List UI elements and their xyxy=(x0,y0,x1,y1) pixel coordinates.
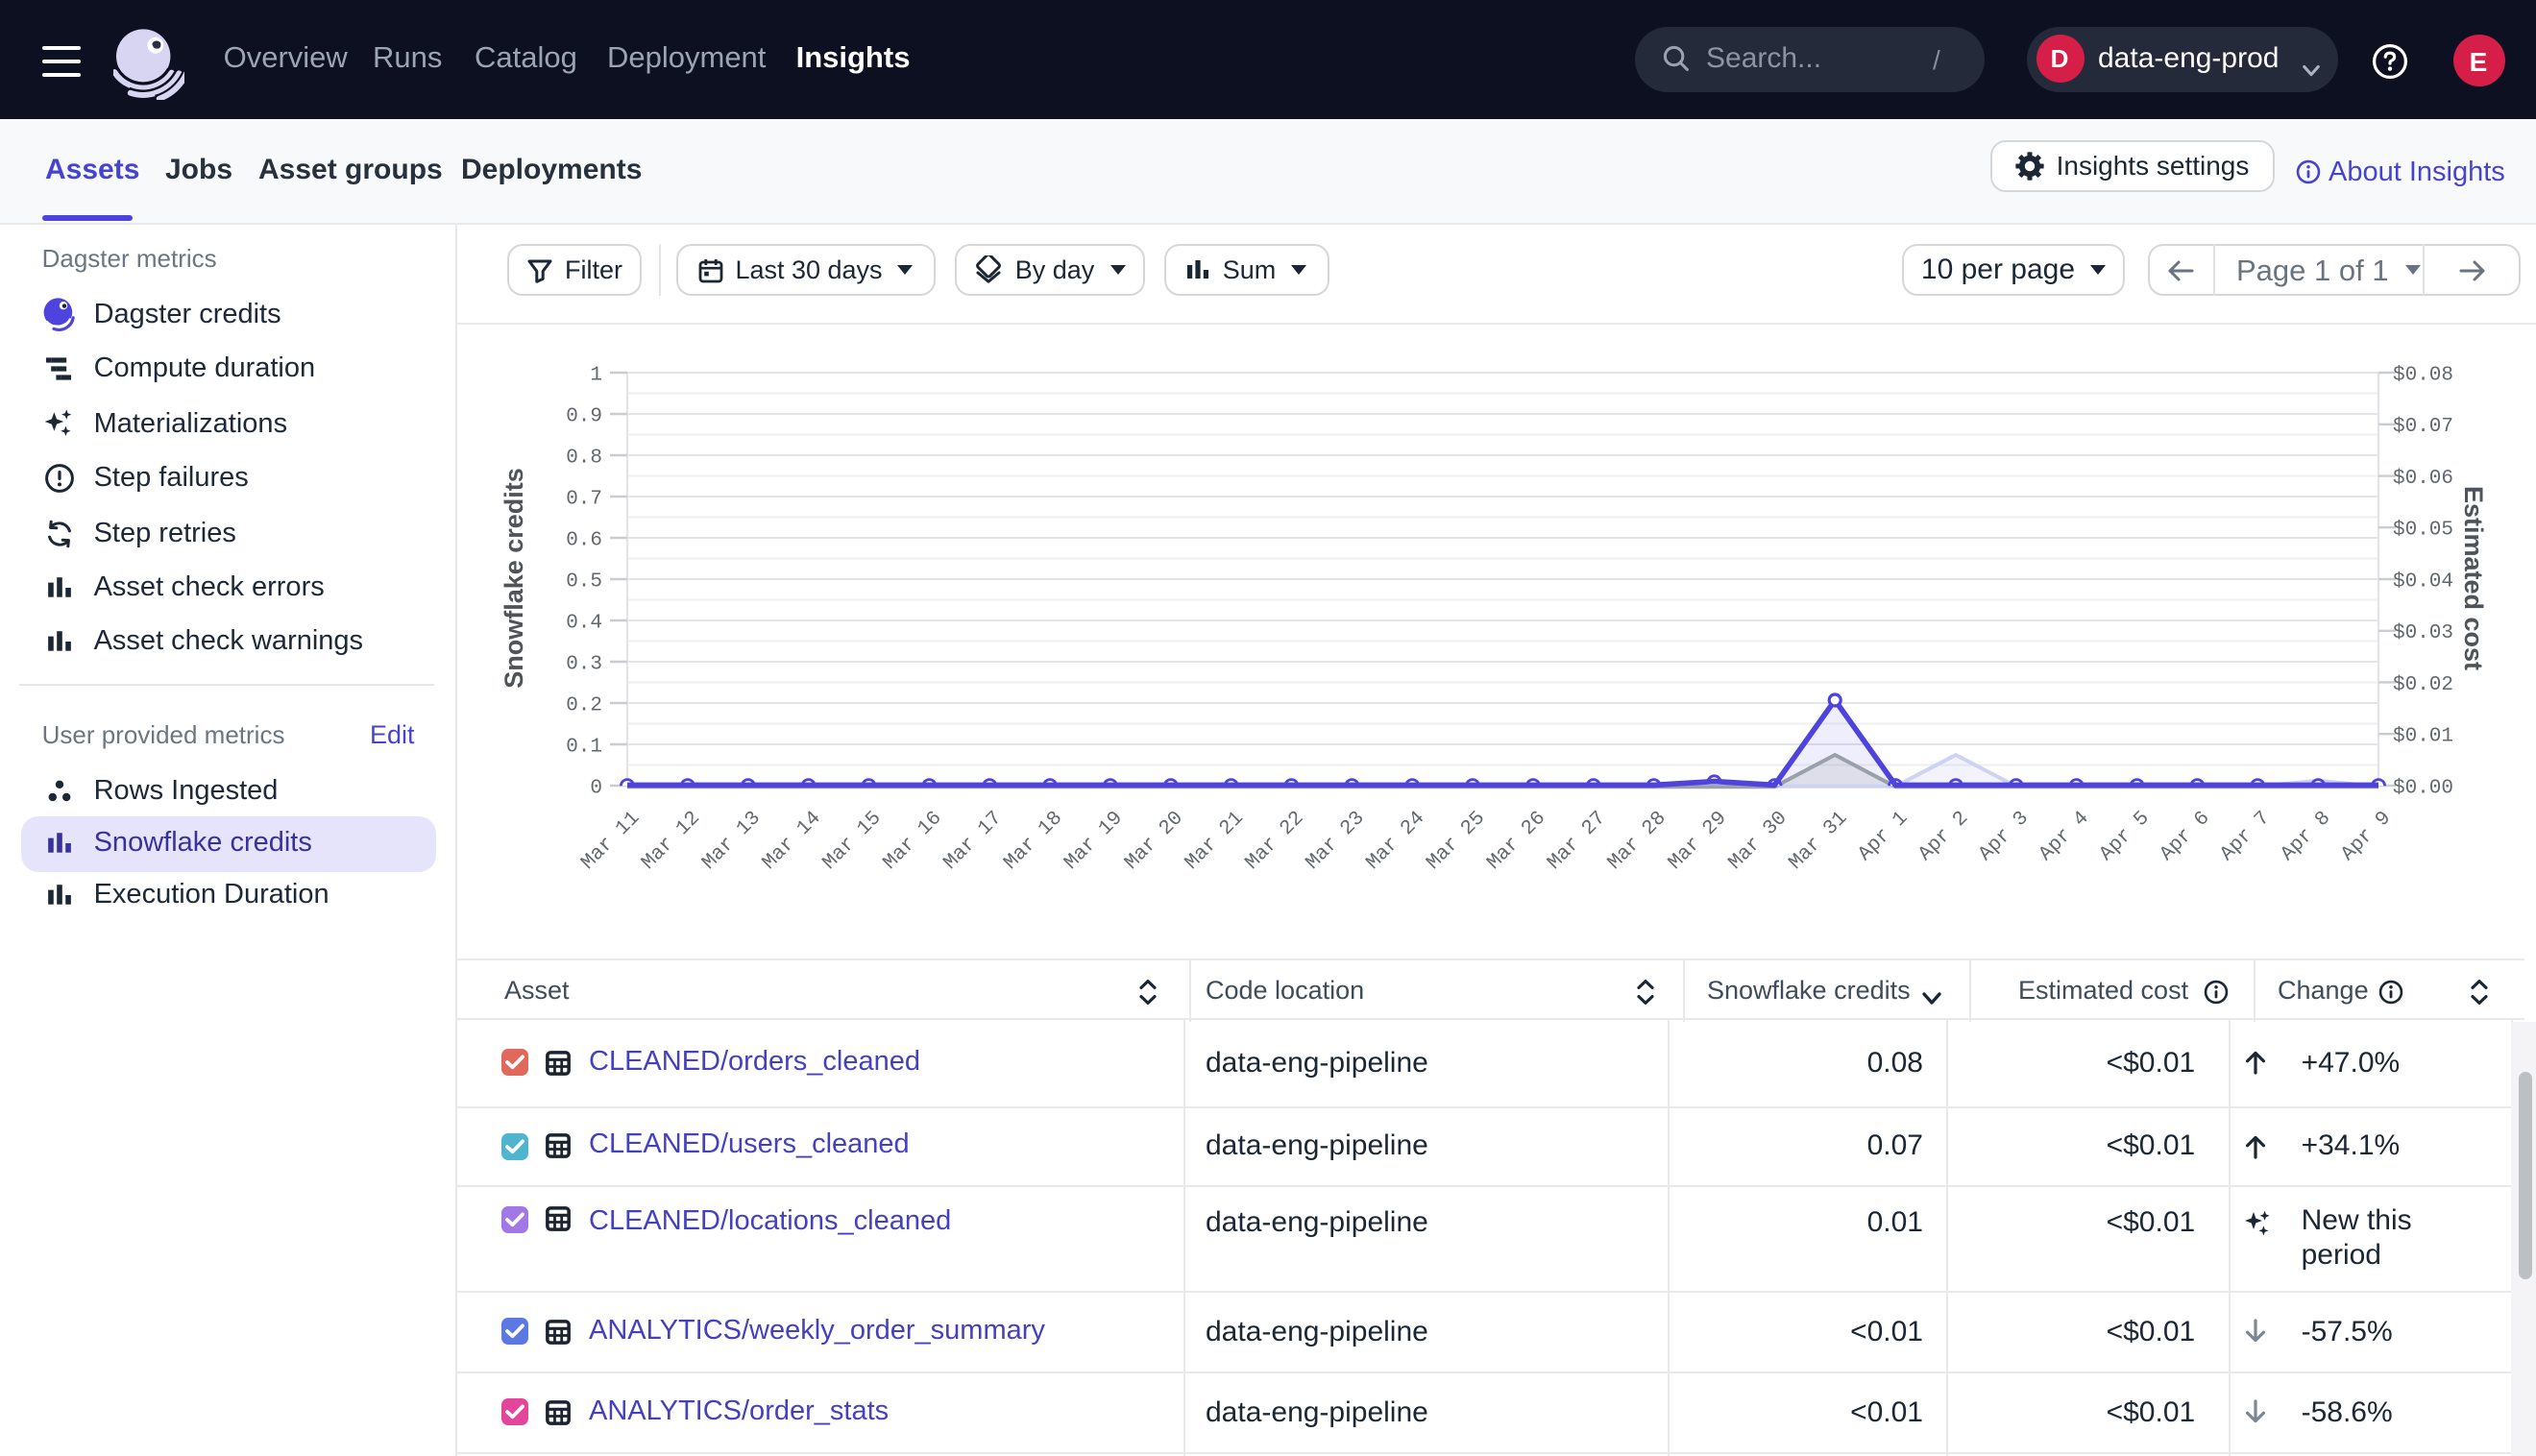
svg-text:Mar 22: Mar 22 xyxy=(1242,808,1309,875)
svg-text:Mar 17: Mar 17 xyxy=(939,808,1007,875)
svg-text:Mar 11: Mar 11 xyxy=(577,808,645,875)
svg-text:Mar 19: Mar 19 xyxy=(1061,808,1128,875)
svg-text:Apr 2: Apr 2 xyxy=(1914,808,1973,866)
svg-text:Mar 21: Mar 21 xyxy=(1182,808,1249,875)
svg-text:Mar 30: Mar 30 xyxy=(1725,808,1792,875)
svg-text:Mar 28: Mar 28 xyxy=(1604,808,1671,875)
svg-text:Mar 26: Mar 26 xyxy=(1483,808,1550,875)
svg-text:$0.01: $0.01 xyxy=(2393,726,2453,748)
svg-text:0.5: 0.5 xyxy=(566,570,602,593)
svg-text:Apr 3: Apr 3 xyxy=(1975,808,2034,866)
svg-text:Mar 18: Mar 18 xyxy=(1000,808,1067,875)
svg-text:$0.02: $0.02 xyxy=(2393,674,2453,696)
svg-text:$0.03: $0.03 xyxy=(2393,622,2453,644)
svg-text:$0.05: $0.05 xyxy=(2393,520,2453,542)
svg-text:Mar 25: Mar 25 xyxy=(1423,808,1490,875)
svg-text:Mar 29: Mar 29 xyxy=(1665,808,1732,875)
svg-text:Snowflake credits: Snowflake credits xyxy=(500,468,528,689)
svg-text:Apr 1: Apr 1 xyxy=(1854,808,1913,866)
svg-text:1: 1 xyxy=(590,364,602,386)
svg-text:0.7: 0.7 xyxy=(566,488,602,510)
svg-text:0.3: 0.3 xyxy=(566,653,602,675)
svg-text:Mar 20: Mar 20 xyxy=(1121,808,1188,875)
svg-text:0.2: 0.2 xyxy=(566,694,602,716)
svg-text:Mar 23: Mar 23 xyxy=(1303,808,1370,875)
svg-text:Apr 7: Apr 7 xyxy=(2216,808,2275,866)
svg-text:Apr 9: Apr 9 xyxy=(2337,808,2396,866)
svg-text:Apr 8: Apr 8 xyxy=(2277,808,2335,866)
svg-text:Mar 27: Mar 27 xyxy=(1544,808,1611,875)
svg-text:Mar 12: Mar 12 xyxy=(638,808,705,875)
svg-text:Mar 24: Mar 24 xyxy=(1362,808,1429,875)
svg-text:0.4: 0.4 xyxy=(566,612,602,634)
svg-text:Apr 4: Apr 4 xyxy=(2036,808,2094,866)
svg-text:$0.08: $0.08 xyxy=(2393,364,2453,386)
svg-text:0.9: 0.9 xyxy=(566,405,602,427)
svg-text:Apr 6: Apr 6 xyxy=(2157,808,2215,866)
svg-text:$0.07: $0.07 xyxy=(2393,416,2453,438)
svg-text:Apr 5: Apr 5 xyxy=(2096,808,2155,866)
svg-text:0: 0 xyxy=(590,777,602,799)
svg-text:Mar 15: Mar 15 xyxy=(819,808,887,875)
svg-text:Mar 14: Mar 14 xyxy=(759,808,826,875)
svg-text:Mar 13: Mar 13 xyxy=(698,808,766,875)
svg-text:Estimated cost: Estimated cost xyxy=(2459,486,2488,670)
svg-text:Mar 31: Mar 31 xyxy=(1785,808,1852,875)
svg-text:0.6: 0.6 xyxy=(566,529,602,551)
svg-text:$0.00: $0.00 xyxy=(2393,777,2453,799)
svg-text:$0.04: $0.04 xyxy=(2393,570,2453,593)
svg-text:0.8: 0.8 xyxy=(566,447,602,469)
svg-text:$0.06: $0.06 xyxy=(2393,468,2453,490)
svg-text:0.1: 0.1 xyxy=(566,736,602,758)
svg-text:Mar 16: Mar 16 xyxy=(880,808,947,875)
